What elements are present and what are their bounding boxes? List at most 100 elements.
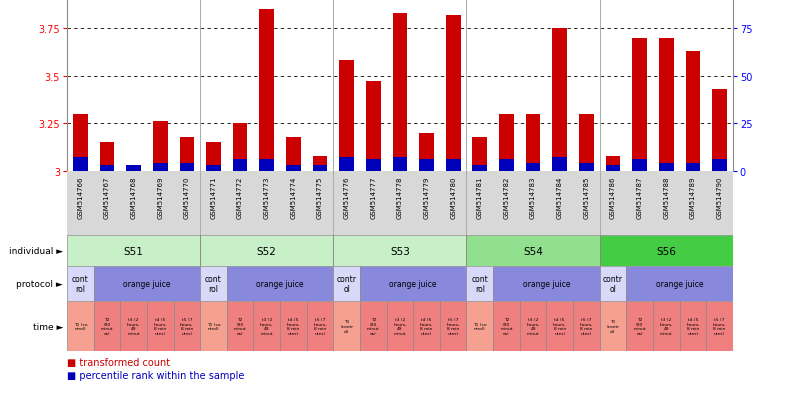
Bar	[387, 301, 413, 351]
Bar	[94, 266, 200, 301]
Text: T1
(contr
ol): T1 (contr ol)	[340, 320, 353, 333]
Bar	[606, 166, 620, 171]
Bar	[526, 114, 541, 171]
Bar	[632, 160, 647, 171]
Text: GSM514786: GSM514786	[610, 176, 616, 219]
Bar	[67, 301, 94, 351]
Bar	[626, 266, 733, 301]
Text: T2
(90
minut
es): T2 (90 minut es)	[101, 318, 113, 335]
Bar	[446, 16, 460, 171]
Text: ■ transformed count: ■ transformed count	[67, 357, 170, 367]
Text: GSM514788: GSM514788	[663, 176, 669, 219]
Text: GSM514770: GSM514770	[184, 176, 190, 219]
Text: orange juice: orange juice	[656, 280, 704, 288]
Text: GSM514782: GSM514782	[504, 176, 510, 219]
Text: T2
(90
minut
es): T2 (90 minut es)	[500, 318, 513, 335]
Bar	[466, 266, 493, 301]
Bar	[232, 124, 247, 171]
Bar	[552, 158, 567, 171]
Bar	[632, 38, 647, 171]
Text: S51: S51	[124, 246, 143, 256]
Text: S53: S53	[390, 246, 410, 256]
Bar	[579, 114, 593, 171]
Bar	[99, 166, 114, 171]
Text: GSM514775: GSM514775	[317, 176, 323, 219]
Bar	[360, 266, 466, 301]
Bar	[573, 301, 600, 351]
Bar	[606, 156, 620, 171]
Text: GSM514778: GSM514778	[397, 176, 403, 219]
Bar	[126, 168, 141, 171]
Bar	[206, 143, 221, 171]
Text: time ►: time ►	[32, 322, 63, 331]
Text: T2
(90
minut
es): T2 (90 minut es)	[367, 318, 380, 335]
Bar	[712, 90, 727, 171]
Text: GSM514789: GSM514789	[690, 176, 696, 219]
Bar	[227, 301, 254, 351]
Bar	[286, 166, 301, 171]
Text: GSM514776: GSM514776	[344, 176, 350, 219]
Text: GSM514773: GSM514773	[264, 176, 269, 219]
Text: GSM514780: GSM514780	[450, 176, 456, 219]
Bar	[121, 301, 147, 351]
Text: GSM514772: GSM514772	[237, 176, 243, 219]
Text: contr
ol: contr ol	[603, 274, 623, 294]
Text: T2
(90
minut
es): T2 (90 minut es)	[234, 318, 247, 335]
Bar	[153, 164, 168, 171]
Bar	[67, 235, 200, 266]
Bar	[307, 301, 333, 351]
Text: ■ percentile rank within the sample: ■ percentile rank within the sample	[67, 370, 244, 380]
Text: t5 (7
hours,
8 min
utes): t5 (7 hours, 8 min utes)	[447, 318, 460, 335]
Text: S56: S56	[656, 246, 676, 256]
Text: GSM514777: GSM514777	[370, 176, 377, 219]
Bar	[200, 301, 227, 351]
Bar	[473, 137, 487, 171]
Bar	[552, 29, 567, 171]
Bar	[259, 10, 274, 171]
Bar	[67, 266, 94, 301]
Bar	[659, 38, 674, 171]
Bar	[333, 266, 360, 301]
Text: orange juice: orange juice	[522, 280, 571, 288]
Bar	[579, 164, 593, 171]
Bar	[366, 82, 381, 171]
Bar	[653, 301, 679, 351]
Bar	[600, 235, 733, 266]
Bar	[259, 160, 274, 171]
Text: t4 (5
hours,
8 min
utes): t4 (5 hours, 8 min utes)	[287, 318, 300, 335]
Bar	[73, 158, 87, 171]
Text: GSM514785: GSM514785	[583, 176, 589, 219]
Bar	[340, 61, 354, 171]
Bar	[600, 301, 626, 351]
Bar	[686, 52, 701, 171]
Bar	[626, 301, 653, 351]
Text: t3 (2
hours,
49
minut: t3 (2 hours, 49 minut	[393, 318, 407, 335]
Bar	[440, 301, 466, 351]
Text: GSM514766: GSM514766	[77, 176, 84, 219]
Text: protocol ►: protocol ►	[17, 280, 63, 288]
Text: GSM514767: GSM514767	[104, 176, 110, 219]
Text: t5 (7
hours,
8 min
utes): t5 (7 hours, 8 min utes)	[580, 318, 593, 335]
Text: orange juice: orange juice	[389, 280, 437, 288]
Bar	[333, 301, 360, 351]
Bar	[200, 235, 333, 266]
Bar	[686, 164, 701, 171]
Bar	[366, 160, 381, 171]
Bar	[286, 137, 301, 171]
Text: GSM514771: GSM514771	[210, 176, 217, 219]
Text: S52: S52	[257, 246, 277, 256]
Bar	[413, 301, 440, 351]
Text: S54: S54	[523, 246, 543, 256]
Text: t4 (5
hours,
8 min
utes): t4 (5 hours, 8 min utes)	[420, 318, 433, 335]
Text: t3 (2
hours,
49
minut: t3 (2 hours, 49 minut	[526, 318, 540, 335]
Bar	[419, 133, 434, 171]
Bar	[126, 166, 141, 171]
Text: t3 (2
hours,
49
minut: t3 (2 hours, 49 minut	[660, 318, 673, 335]
Bar	[280, 301, 307, 351]
Text: t4 (5
hours,
8 min
utes): t4 (5 hours, 8 min utes)	[686, 318, 700, 335]
Bar	[180, 164, 194, 171]
Text: T1
(contr
ol): T1 (contr ol)	[607, 320, 619, 333]
Bar	[493, 266, 600, 301]
Text: cont
rol: cont rol	[72, 274, 89, 294]
Bar	[473, 166, 487, 171]
